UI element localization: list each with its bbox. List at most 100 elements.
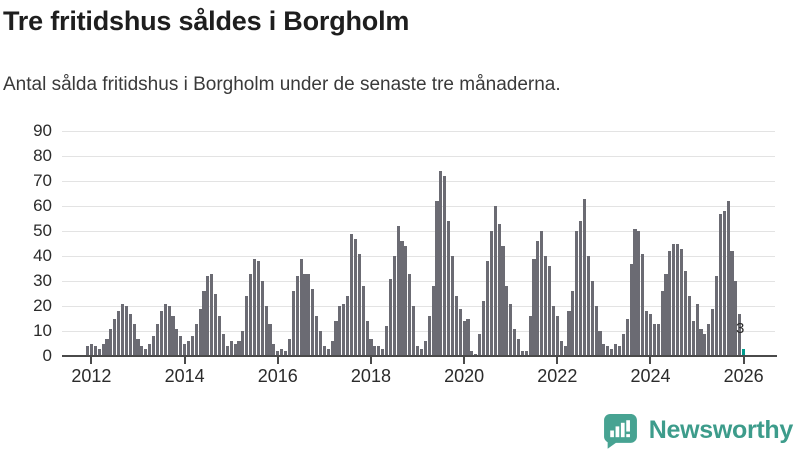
bar [183,343,187,356]
bar [482,301,486,356]
bar [260,281,264,356]
gridline [62,331,775,332]
bar [148,343,152,356]
bar [458,308,462,356]
chart-subtitle: Antal sålda fritidshus i Borgholm under … [3,74,561,95]
bar [703,333,707,356]
bar [579,221,583,356]
bar [241,331,245,356]
bar [120,303,125,356]
y-tick-label: 90 [33,121,52,140]
bar [171,316,175,356]
bar [381,348,385,356]
bar [198,308,202,356]
bar [89,343,93,356]
bar [711,308,715,356]
bar [532,258,536,356]
bar [559,341,563,356]
bar [163,303,167,356]
bar [485,261,489,356]
bar [284,351,288,356]
x-tick-label: 2012 [71,366,112,386]
bar [210,273,214,356]
bar [513,328,517,356]
bar [194,323,198,356]
bar [524,351,528,356]
gridline [62,131,775,132]
bar [466,318,470,356]
bar [450,256,455,356]
bar [687,296,691,356]
bar [435,201,439,356]
bar [326,348,330,356]
bar [439,171,443,356]
bar [256,261,260,356]
bar [384,326,389,356]
bar [586,256,590,356]
bar [373,346,377,356]
bar [656,323,660,356]
bar [214,293,218,356]
bar [276,351,280,356]
y-tick-label: 40 [33,246,52,265]
bar [175,328,179,356]
bar [664,273,668,356]
bar [280,348,284,356]
gridline [62,306,775,307]
bar [648,313,653,356]
bar [575,231,579,356]
y-tick-label: 80 [33,146,52,165]
bar [353,238,357,356]
bar [400,241,404,356]
x-tick-label: 2014 [164,366,205,386]
bar [152,336,156,356]
bar [249,273,253,356]
x-axis-tick [463,357,466,364]
bar [159,311,163,356]
bar [190,336,194,356]
gridline [62,206,775,207]
bar [470,351,474,356]
bar [582,198,587,356]
x-tick-label: 2020 [444,366,485,386]
gridline [62,231,775,232]
bar [738,313,742,356]
bar [93,346,97,356]
x-axis-tick [276,357,279,364]
bar [357,253,361,356]
bar [625,318,629,356]
bar [540,231,544,356]
bar [206,276,210,356]
y-tick-label: 50 [33,221,52,240]
bar [86,346,90,356]
x-axis-tick [649,357,652,364]
highlighted-bar [742,348,746,356]
bar [291,291,295,356]
y-tick-label: 20 [33,296,52,315]
bar [404,246,408,356]
bar [695,303,699,356]
bar [544,256,548,356]
bar [505,286,509,356]
bar [641,253,645,356]
gridline [62,181,775,182]
x-tick-label: 2022 [537,366,578,386]
bar [140,346,144,356]
bar [726,201,730,356]
bar [97,348,101,356]
bar [392,256,396,356]
bar [307,273,311,356]
bar [268,323,272,356]
bar [179,336,183,356]
bar [714,276,719,356]
newsworthy-logo: Newsworthy [602,412,793,449]
bar [377,346,381,356]
bar [144,348,148,356]
bar [225,346,229,356]
bar [563,346,567,356]
bar [462,321,466,356]
bar [516,338,521,356]
x-axis-line [62,355,777,357]
bar [334,321,338,356]
bar [350,233,354,356]
